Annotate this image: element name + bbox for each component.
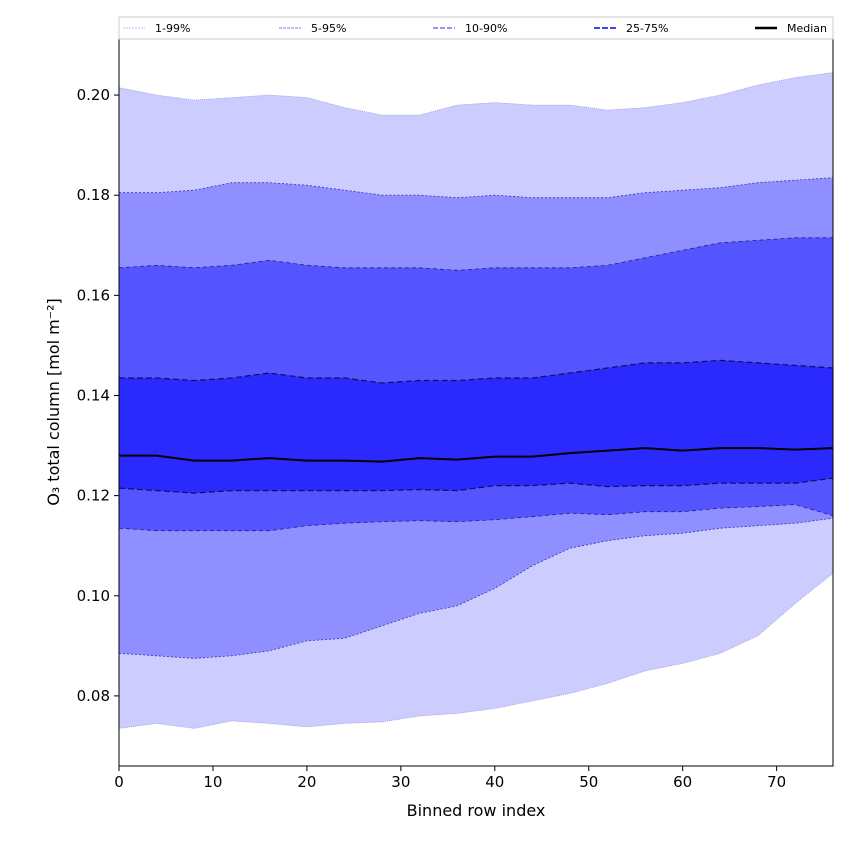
legend-label: 5-95% (311, 22, 346, 35)
band-upper-line-10-90% (118, 237, 833, 271)
band-lower-line-25-75% (118, 477, 834, 494)
y-tick-label: 0.18 (77, 186, 110, 204)
band-upper-line-25-75% (119, 359, 834, 384)
x-tick-label: 40 (485, 773, 504, 791)
band-25-75% (119, 360, 833, 494)
x-tick-label: 30 (391, 773, 410, 791)
band-lower-line-10-90% (118, 504, 834, 532)
band-upper-line-5-95% (119, 177, 834, 199)
lines-layer (118, 72, 834, 729)
legend-label: 25-75% (626, 22, 668, 35)
x-axis: 0 10 20 30 40 50 60 70 (114, 766, 786, 791)
band-lower-line-1-99% (118, 572, 834, 729)
y-axis-label: O₃ total column [mol m⁻²] (44, 298, 63, 506)
x-tick-label: 20 (297, 773, 316, 791)
band-upper-line-1-99% (118, 72, 834, 116)
y-tick-label: 0.12 (77, 487, 110, 505)
y-tick-label: 0.08 (77, 687, 110, 705)
legend-box (118, 16, 834, 40)
x-tick-label: 70 (767, 773, 786, 791)
x-axis-label: Binned row index (407, 801, 546, 820)
x-tick-label: 60 (673, 773, 692, 791)
y-tick-label: 0.20 (77, 86, 110, 104)
y-axis: 0.08 0.10 0.12 0.14 0.16 0.18 0.20 (77, 86, 119, 705)
band-lower-line-5-95% (118, 517, 834, 659)
legend-label: 1-99% (155, 22, 190, 35)
bands-layer (119, 72, 833, 729)
legend-label: Median (787, 22, 827, 35)
legend: 1-99% 5-95% 10-90% 25-75% Median (118, 16, 834, 40)
legend-label: 10-90% (465, 22, 507, 35)
median-line (119, 447, 834, 463)
x-tick-label: 0 (114, 773, 124, 791)
y-tick-label: 0.16 (77, 286, 110, 304)
x-tick-label: 50 (579, 773, 598, 791)
y-tick-label: 0.10 (77, 587, 110, 605)
y-tick-label: 0.14 (77, 386, 110, 404)
x-tick-label: 10 (203, 773, 222, 791)
